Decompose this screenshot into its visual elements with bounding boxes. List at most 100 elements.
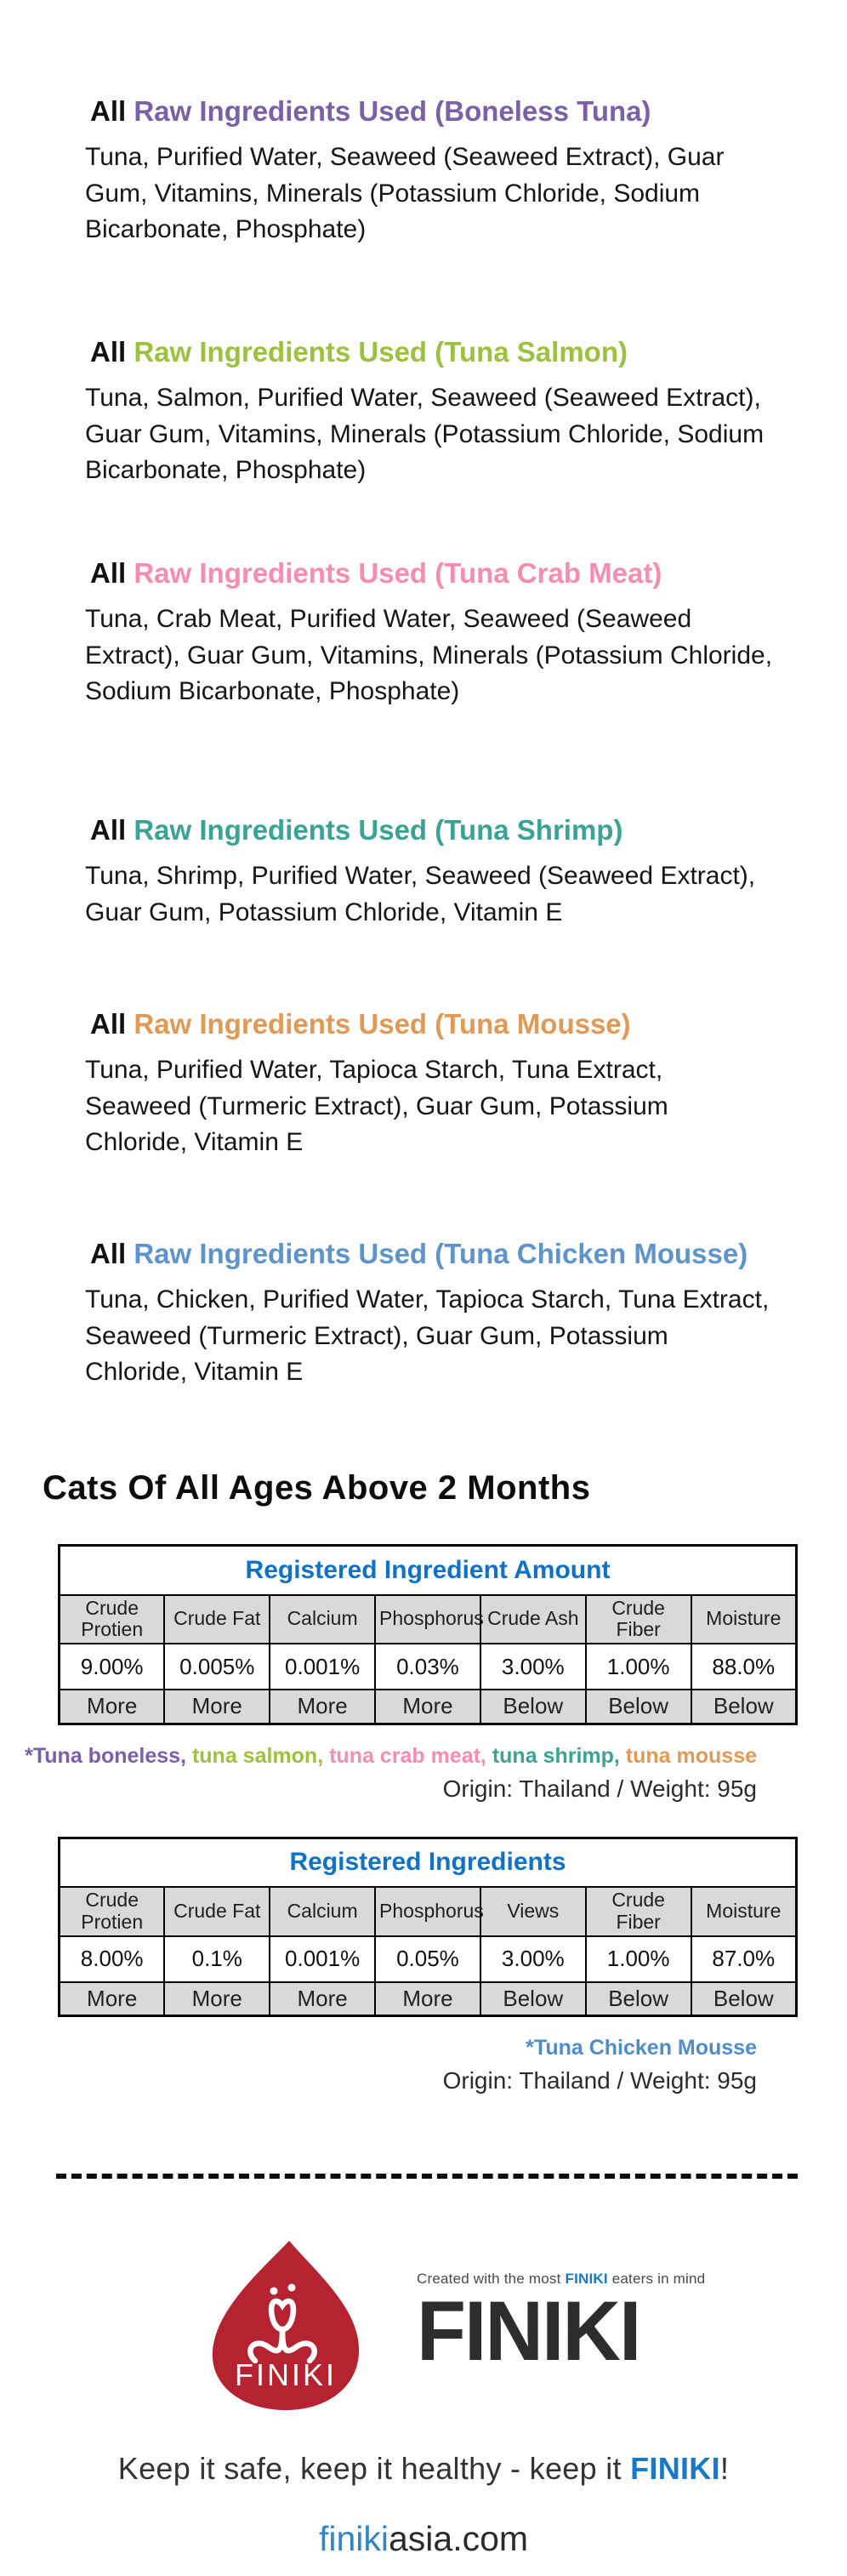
col-header: Moisture	[690, 1593, 798, 1644]
heading-prefix: All	[90, 557, 127, 589]
section-heading: All Raw Ingredients Used (Tuna Mousse)	[85, 1008, 791, 1040]
col-header: Crude Fat	[163, 1593, 271, 1644]
section-tuna-mousse: All Raw Ingredients Used (Tuna Mousse) T…	[85, 1008, 791, 1238]
value-cell: 0.03%	[374, 1643, 481, 1690]
table-title: Registered Ingredient Amount	[58, 1544, 798, 1596]
qualifier-cell: More	[269, 1689, 377, 1724]
ingredient-list: Tuna, Purified Water, Seaweed (Seaweed E…	[85, 143, 725, 244]
col-header: Calcium	[269, 1886, 377, 1937]
qualifier-cell: Below	[584, 1980, 692, 2017]
section-tuna-crab-meat: All Raw Ingredients Used (Tuna Crab Meat…	[85, 557, 791, 814]
origin-weight-line: Origin: Thailand / Weight: 95g	[442, 1775, 757, 1802]
table-title-row: Registered Ingredient Amount	[58, 1544, 798, 1596]
heading-title: Raw Ingredients Used (Tuna Crab Meat)	[134, 557, 662, 589]
qualifier-cell: More	[269, 1980, 377, 2017]
value-cell: 0.1%	[163, 1935, 271, 1983]
section-boneless-tuna: All Raw Ingredients Used (Boneless Tuna)…	[85, 95, 791, 336]
created-line-post: eaters in mind	[607, 2271, 706, 2287]
tagline-post: !	[719, 2451, 730, 2486]
url-rest-part: asia.com	[388, 2519, 529, 2558]
heading-prefix: All	[90, 1008, 127, 1040]
section-tuna-shrimp: All Raw Ingredients Used (Tuna Shrimp) T…	[85, 814, 791, 1008]
heading-prefix: All	[90, 1238, 127, 1269]
qualifier-cell: More	[374, 1980, 481, 2017]
heading-prefix: All	[90, 336, 127, 368]
section-heading: All Raw Ingredients Used (Tuna Shrimp)	[85, 814, 791, 846]
value-cell: 3.00%	[479, 1643, 587, 1690]
qualifier-cell: More	[58, 1689, 166, 1724]
value-cell: 0.005%	[163, 1643, 271, 1690]
col-header: Phosphorus	[374, 1886, 484, 1937]
tagline: Keep it safe, keep it healthy - keep it …	[0, 2451, 847, 2487]
footnote-part: *Tuna boneless,	[25, 1743, 192, 1768]
ingredient-list: Tuna, Purified Water, Tapioca Starch, Tu…	[85, 1056, 668, 1157]
section-heading: All Raw Ingredients Used (Boneless Tuna)	[85, 95, 791, 128]
footnote-part: tuna shrimp,	[492, 1743, 626, 1768]
ingredient-list: Tuna, Salmon, Purified Water, Seaweed (S…	[85, 384, 765, 485]
value-cell: 9.00%	[58, 1643, 166, 1690]
heading-prefix: All	[90, 814, 127, 846]
ingredient-list: Tuna, Crab Meat, Purified Water, Seaweed…	[85, 605, 773, 706]
website-url[interactable]: finikiasia.com	[0, 2519, 847, 2559]
variant-footnote: *Tuna boneless, tuna salmon, tuna crab m…	[0, 1744, 798, 1769]
table-values-row: 9.00% 0.005% 0.001% 0.03% 3.00% 1.00% 88…	[58, 1643, 798, 1690]
ingredient-list: Tuna, Chicken, Purified Water, Tapioca S…	[85, 1285, 770, 1387]
url-brand-part: finiki	[318, 2519, 389, 2558]
qualifier-cell: More	[374, 1689, 481, 1724]
value-cell: 0.001%	[269, 1935, 377, 1983]
qualifier-cell: Below	[584, 1689, 692, 1724]
section-heading: All Raw Ingredients Used (Tuna Chicken M…	[85, 1238, 791, 1270]
heading-prefix: All	[90, 95, 127, 127]
finiki-logo: FINIKI	[204, 2238, 367, 2412]
footnote-part: tuna mousse	[625, 1743, 757, 1768]
qualifier-cell: Below	[690, 1980, 798, 2017]
qualifier-cell: More	[163, 1689, 271, 1724]
footer-brand: FINIKI Created with the most FINIKI eate…	[204, 2238, 847, 2412]
col-header: Views	[479, 1886, 587, 1937]
dashed-divider	[56, 2174, 798, 2179]
ingredient-list: Tuna, Shrimp, Purified Water, Seaweed (S…	[85, 862, 756, 926]
registered-ingredients-table: Registered Ingredients Crude Protien Cru…	[58, 1836, 798, 2017]
section-heading: All Raw Ingredients Used (Tuna Salmon)	[85, 336, 791, 368]
footnote-part: tuna salmon,	[191, 1743, 330, 1768]
section-tuna-salmon: All Raw Ingredients Used (Tuna Salmon) T…	[85, 336, 791, 557]
tagline-pre: Keep it safe, keep it healthy - keep it	[117, 2451, 631, 2486]
origin-weight-line: Origin: Thailand / Weight: 95g	[442, 2067, 757, 2094]
table-values-row: 8.00% 0.1% 0.001% 0.05% 3.00% 1.00% 87.0…	[58, 1935, 798, 1983]
col-header: Crude Ash	[479, 1593, 587, 1644]
value-cell: 0.001%	[269, 1643, 377, 1690]
value-cell: 88.0%	[690, 1643, 798, 1690]
created-line-pre: Created with the most	[417, 2271, 566, 2287]
value-cell: 3.00%	[479, 1935, 587, 1983]
value-cell: 8.00%	[58, 1935, 166, 1983]
logo-blob-label: FINIKI	[235, 2357, 337, 2392]
table-header-row: Crude Protien Crude Fat Calcium Phosphor…	[58, 1593, 798, 1644]
col-header: Phosphorus	[374, 1593, 484, 1644]
ingredient-sections: All Raw Ingredients Used (Boneless Tuna)…	[85, 95, 791, 1469]
col-header: Crude Protien	[58, 1593, 166, 1644]
value-cell: 1.00%	[584, 1643, 692, 1690]
table-qualifier-row: More More More More Below Below Below	[58, 1980, 798, 2017]
heading-title: Raw Ingredients Used (Boneless Tuna)	[134, 95, 651, 127]
qualifier-cell: Below	[479, 1689, 587, 1724]
heading-title: Raw Ingredients Used (Tuna Salmon)	[134, 336, 628, 368]
heading-title: Raw Ingredients Used (Tuna Mousse)	[134, 1008, 631, 1040]
section-tuna-chicken-mousse: All Raw Ingredients Used (Tuna Chicken M…	[85, 1238, 791, 1469]
section-heading: All Raw Ingredients Used (Tuna Crab Meat…	[85, 557, 791, 590]
finiki-wordmark: FINIKI	[417, 2283, 641, 2379]
value-cell: 87.0%	[690, 1935, 798, 1983]
qualifier-cell: Below	[690, 1689, 798, 1724]
created-line: Created with the most FINIKI eaters in m…	[417, 2271, 705, 2288]
table-qualifier-row: More More More More Below Below Below	[58, 1689, 798, 1724]
value-cell: 0.05%	[374, 1935, 481, 1983]
registered-ingredient-amount-table: Registered Ingredient Amount Crude Proti…	[58, 1544, 798, 1725]
footnote-part: *Tuna Chicken Mousse	[526, 2036, 757, 2060]
col-header: Crude Fiber	[584, 1593, 692, 1644]
tagline-brand: FINIKI	[630, 2451, 720, 2486]
col-header: Crude Protien	[58, 1886, 166, 1937]
value-cell: 1.00%	[584, 1935, 692, 1983]
qualifier-cell: Below	[479, 1980, 587, 2017]
table-title-row: Registered Ingredients	[58, 1837, 798, 1888]
qualifier-cell: More	[163, 1980, 271, 2017]
table-header-row: Crude Protien Crude Fat Calcium Phosphor…	[58, 1886, 798, 1937]
